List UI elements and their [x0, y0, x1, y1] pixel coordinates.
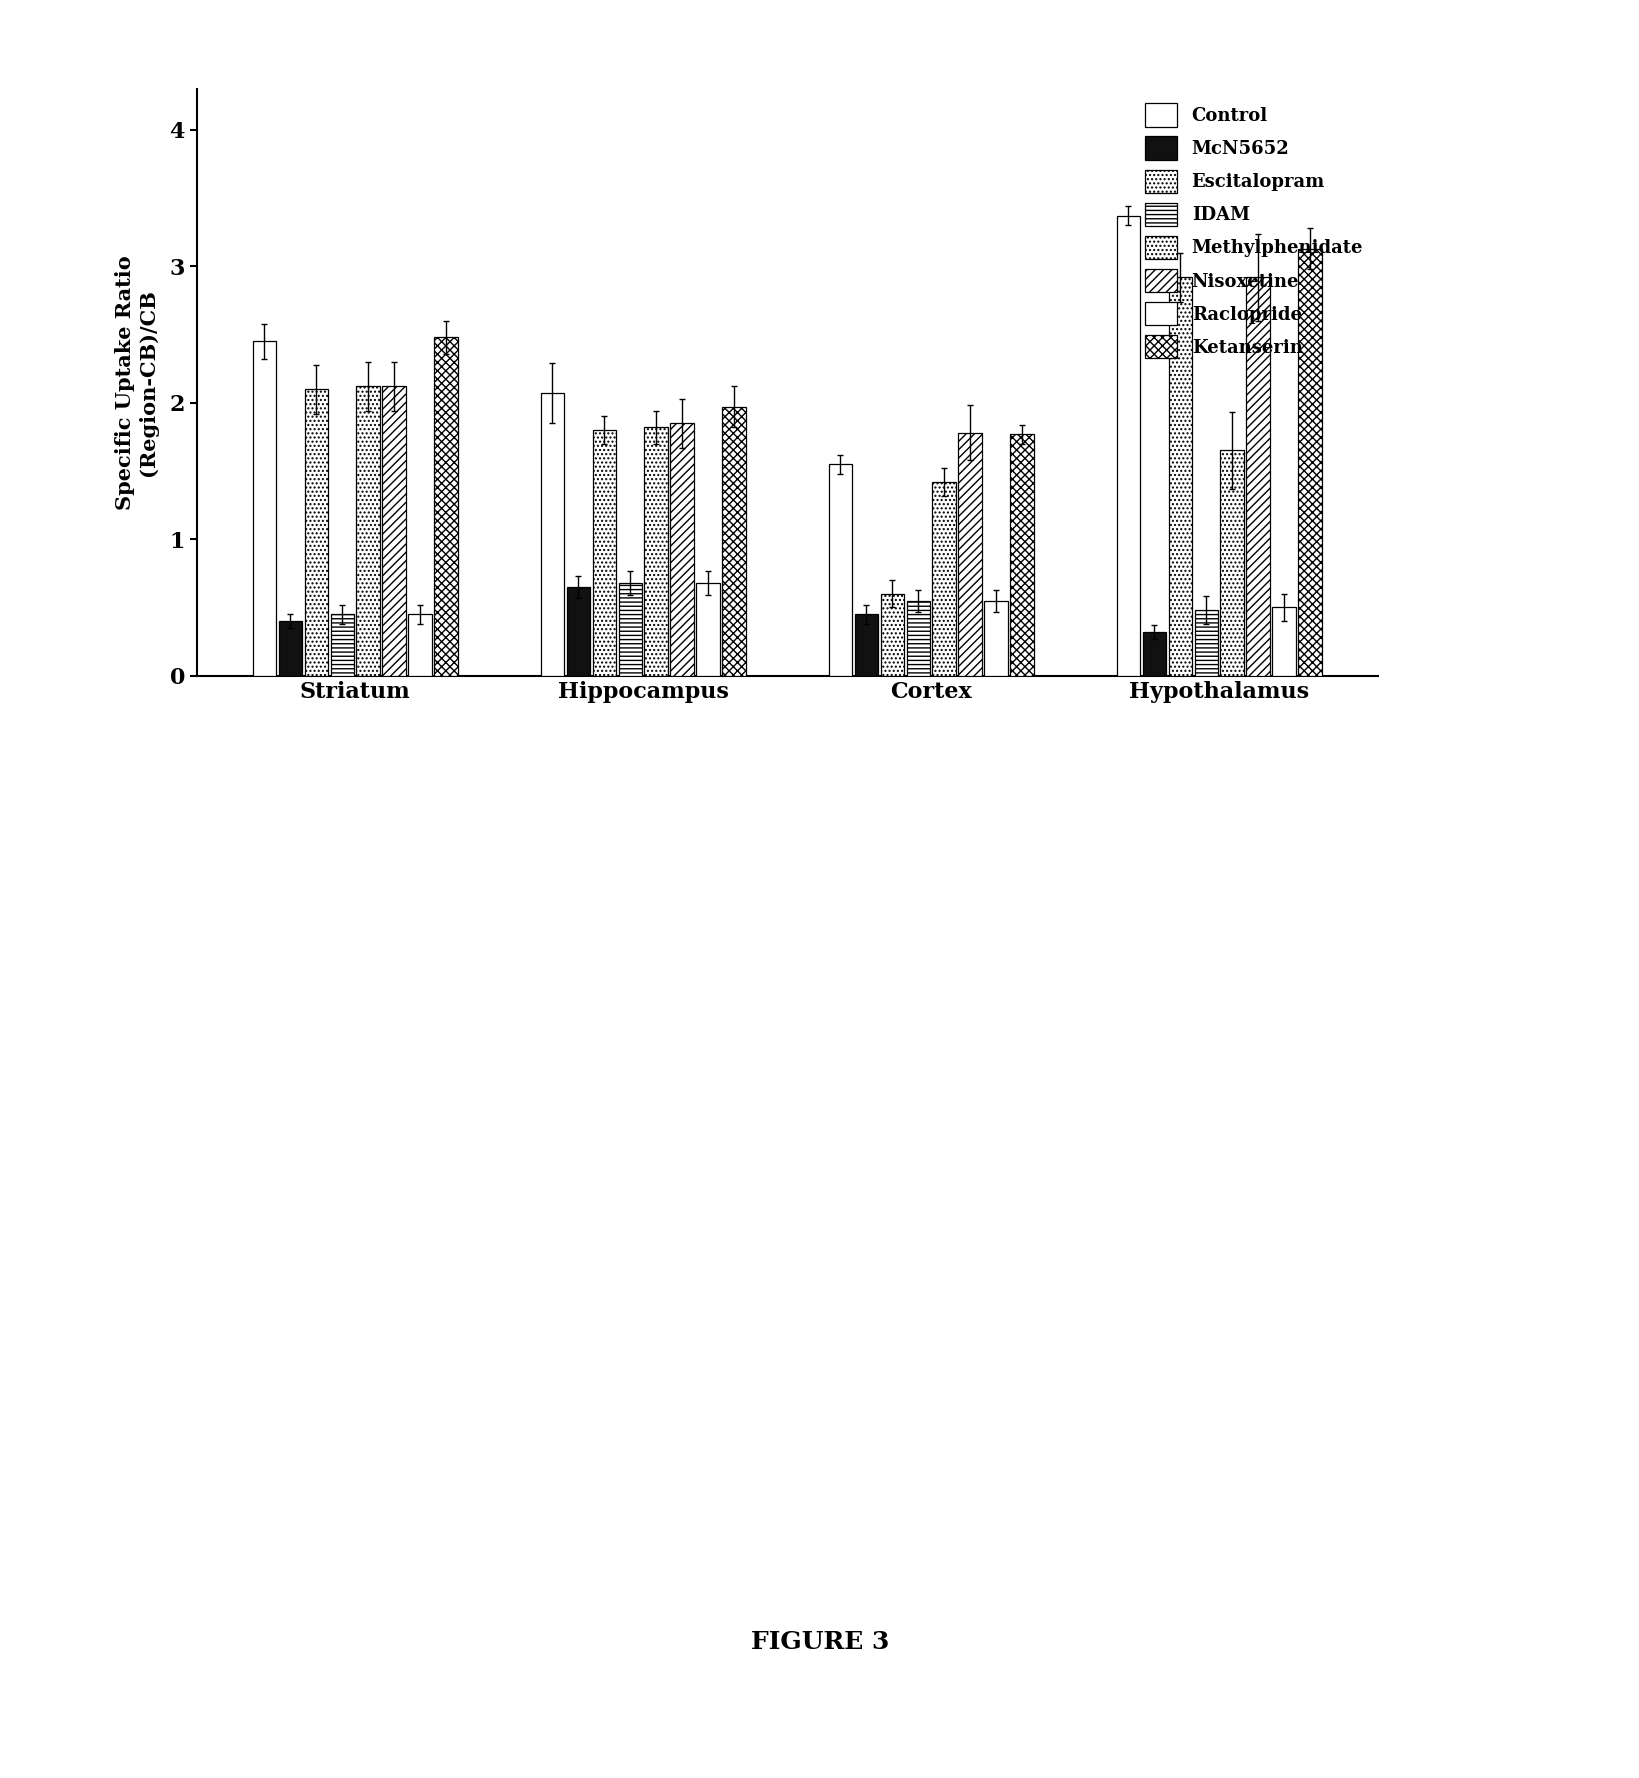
Bar	[983, 601, 1006, 676]
Bar	[305, 389, 328, 676]
Bar	[854, 613, 877, 676]
Bar	[356, 386, 380, 676]
Bar	[331, 613, 354, 676]
Bar	[957, 432, 982, 676]
Bar	[906, 601, 929, 676]
Bar	[1298, 249, 1321, 676]
Bar	[567, 587, 590, 676]
Bar	[933, 482, 956, 676]
Bar	[592, 430, 616, 676]
Bar	[697, 583, 720, 676]
Bar	[1169, 277, 1192, 676]
Bar	[1116, 215, 1139, 676]
Bar	[279, 621, 302, 676]
Bar	[408, 613, 431, 676]
Bar	[828, 464, 852, 676]
Bar	[252, 341, 275, 676]
Text: FIGURE 3: FIGURE 3	[751, 1630, 888, 1654]
Bar	[1193, 610, 1218, 676]
Legend: Control, McN5652, Escitalopram, IDAM, Methylphenidate, Nisoxetine, Raclopride, K: Control, McN5652, Escitalopram, IDAM, Me…	[1139, 98, 1367, 364]
Bar	[1142, 631, 1165, 676]
Y-axis label: Specific Uptake Ratio
(Region-CB)/CB: Specific Uptake Ratio (Region-CB)/CB	[115, 254, 159, 510]
Bar	[1219, 450, 1242, 676]
Bar	[1272, 608, 1295, 676]
Bar	[721, 407, 746, 676]
Bar	[644, 427, 667, 676]
Bar	[541, 393, 564, 676]
Bar	[670, 423, 693, 676]
Bar	[1010, 434, 1033, 676]
Bar	[382, 386, 405, 676]
Bar	[1246, 277, 1269, 676]
Bar	[880, 594, 903, 676]
Bar	[618, 583, 641, 676]
Bar	[434, 338, 457, 676]
